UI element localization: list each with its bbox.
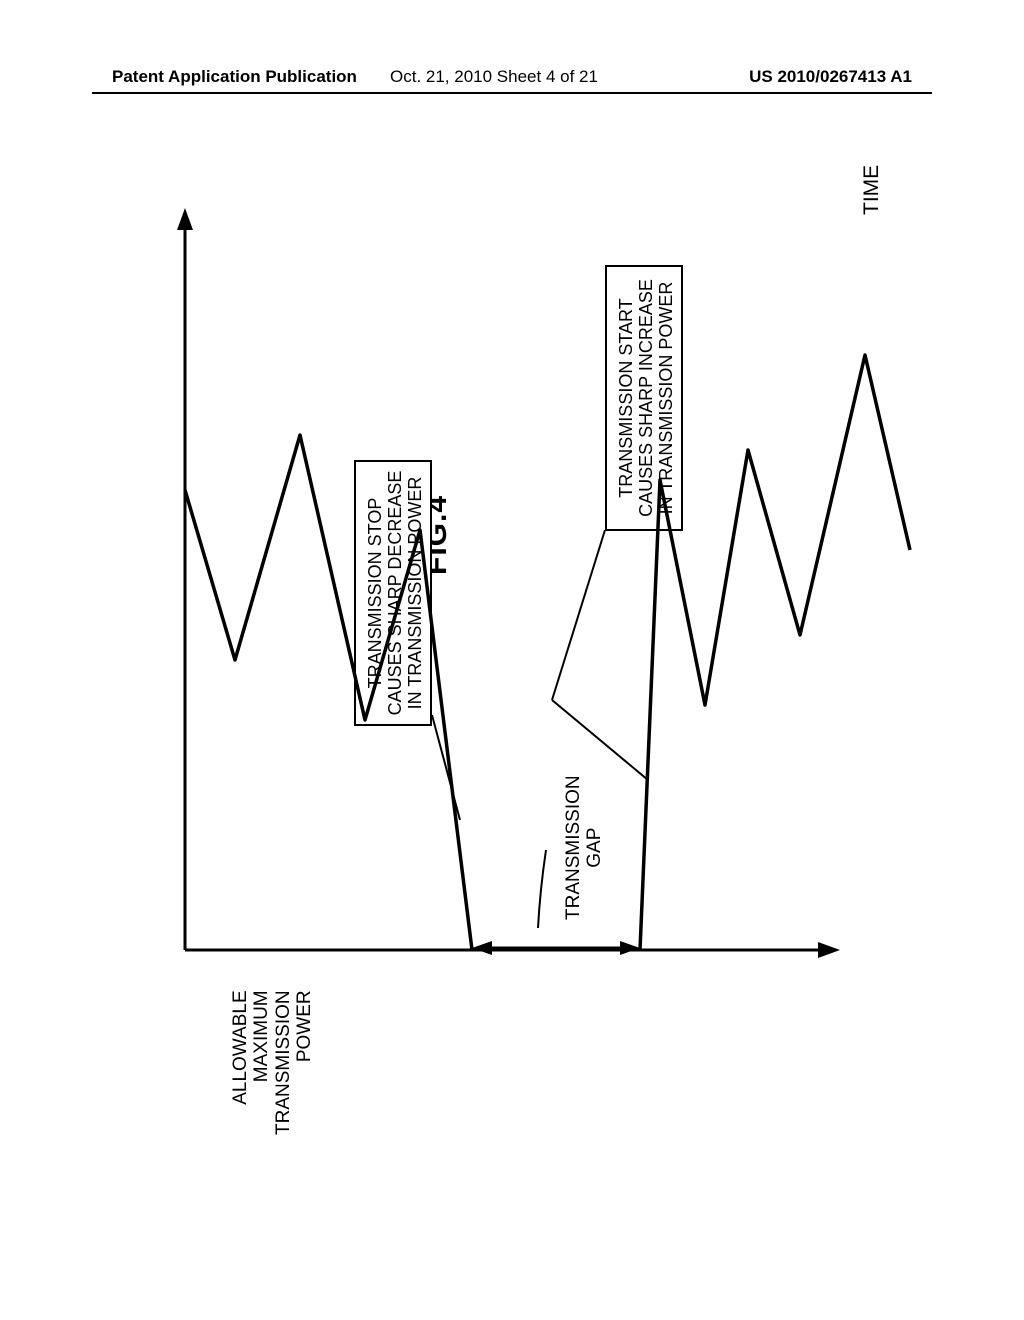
y-axis-label-line: MAXIMUM xyxy=(251,990,272,1135)
signal-left xyxy=(185,435,472,950)
y-axis-label-line: TRANSMISSION xyxy=(273,990,294,1135)
header-right: US 2010/0267413 A1 xyxy=(749,67,912,87)
header-rule xyxy=(92,92,932,94)
gap-arrow-left xyxy=(472,941,492,955)
gap-arrow-right xyxy=(620,941,640,955)
y-axis-label-line: POWER xyxy=(294,990,315,1135)
callout-start-connector xyxy=(552,530,605,700)
header-left: Patent Application Publication xyxy=(112,67,357,87)
gap-label-pointer xyxy=(538,850,546,928)
header-center: Oct. 21, 2010 Sheet 4 of 21 xyxy=(390,67,598,87)
signal-right xyxy=(640,355,910,950)
chart-svg xyxy=(120,160,920,1000)
figure-area: FIG.4 ALLOWABLE MAXIMUM TRANSMISSION POW… xyxy=(120,160,900,1160)
callout-start-connector2 xyxy=(552,700,648,780)
y-axis-label: ALLOWABLE MAXIMUM TRANSMISSION POWER xyxy=(230,990,315,1135)
y-axis-label-line: ALLOWABLE xyxy=(230,990,251,1135)
